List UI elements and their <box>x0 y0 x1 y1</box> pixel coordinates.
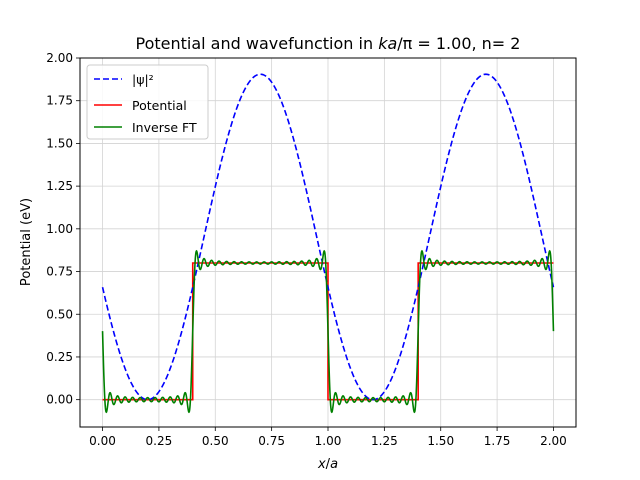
legend: |ψ|² Potential Inverse FT <box>86 64 209 140</box>
y-tick-label: 0.50 <box>46 307 73 321</box>
y-tick-label: 0.75 <box>46 265 73 279</box>
plot-area <box>101 73 555 414</box>
chart-title: Potential and wavefunction in ka/π = 1.0… <box>136 34 521 53</box>
y-tick-label: 2.00 <box>46 51 73 65</box>
x-tick-label: 0.75 <box>258 434 285 448</box>
y-tick-label: 1.00 <box>46 222 73 236</box>
x-tick-label: 1.00 <box>315 434 342 448</box>
series-inverse-ft <box>101 249 555 414</box>
y-tick-label: 0.25 <box>46 350 73 364</box>
x-tick-label: 1.25 <box>371 434 398 448</box>
x-axis-label: x/a <box>317 457 338 472</box>
y-tick-label: 1.75 <box>46 94 73 108</box>
x-tick-label: 1.50 <box>427 434 454 448</box>
x-tick-label: 0.25 <box>146 434 173 448</box>
x-axis: 0.00 0.25 0.50 0.75 1.00 1.25 1.50 1.75 2.00 <box>89 427 567 448</box>
y-axis: 0.00 0.25 0.50 0.75 1.00 1.25 1.50 1.75 2.00 <box>46 51 80 407</box>
legend-box <box>86 64 209 140</box>
y-tick-label: 0.00 <box>46 393 73 407</box>
y-tick-label: 1.25 <box>46 179 73 193</box>
legend-label-potential: Potential <box>132 98 187 113</box>
x-tick-label: 0.50 <box>202 434 229 448</box>
y-tick-label: 1.50 <box>46 136 73 150</box>
x-tick-label: 2.00 <box>540 434 567 448</box>
x-tick-label: 0.00 <box>89 434 116 448</box>
y-axis-label: Potential (eV) <box>19 198 34 286</box>
series-psi-squared <box>101 73 555 401</box>
x-tick-label: 1.75 <box>484 434 511 448</box>
legend-label-psi: |ψ|² <box>132 72 154 87</box>
legend-label-inverse-ft: Inverse FT <box>132 120 197 135</box>
